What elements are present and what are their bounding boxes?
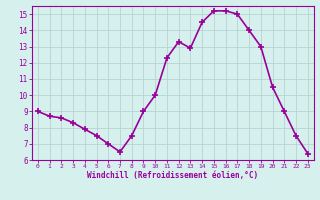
X-axis label: Windchill (Refroidissement éolien,°C): Windchill (Refroidissement éolien,°C) (87, 171, 258, 180)
